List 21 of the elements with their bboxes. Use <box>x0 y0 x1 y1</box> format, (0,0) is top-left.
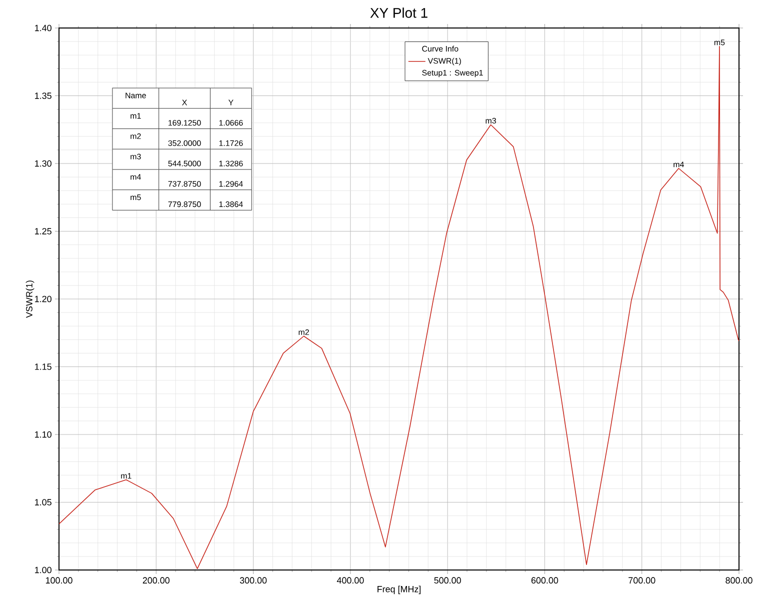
y-tick-label: 1.20 <box>35 296 52 302</box>
x-tick-label: 500.00 <box>434 577 461 584</box>
y-tick-label: 1.10 <box>35 431 52 438</box>
x-tick-label: 700.00 <box>628 577 656 584</box>
x-tick-label: 100.00 <box>46 577 72 584</box>
line-series <box>59 46 740 570</box>
x-tick-label: 800.00 <box>726 577 752 584</box>
y-axis-title: VSWR(1) <box>26 280 34 318</box>
y-tick-label: 1.00 <box>35 566 52 574</box>
x-tick-label: 200.00 <box>142 577 170 584</box>
y-tick-label: 1.25 <box>35 228 52 234</box>
y-tick-label: 1.30 <box>35 160 52 167</box>
chart-title: XY Plot 1 <box>370 8 428 18</box>
y-tick-label: 1.15 <box>35 364 52 370</box>
x-tick-label: 400.00 <box>336 577 364 584</box>
y-tick-label: 1.40 <box>35 24 52 32</box>
x-axis-title: Freq [MHz] <box>378 586 421 594</box>
y-tick-label: 1.35 <box>35 92 52 99</box>
x-tick-label: 300.00 <box>240 577 267 584</box>
y-tick-label: 1.05 <box>35 499 52 506</box>
x-tick-label: 600.00 <box>531 577 558 584</box>
